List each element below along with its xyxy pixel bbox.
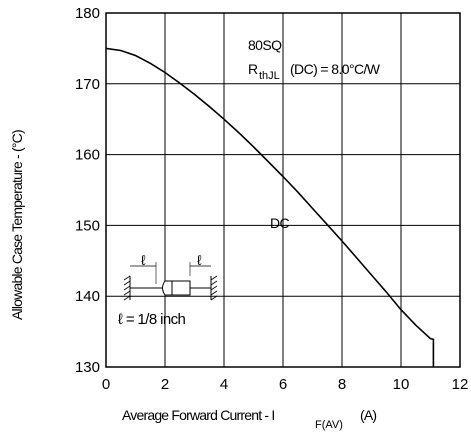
x-tick-label: 12 [452,376,469,393]
y-tick-label: 140 [75,288,100,305]
y-axis-title: Allowable Case Temperature - (°C) [9,130,25,320]
lead-note: ℓ = 1/8 inch [118,311,186,328]
y-tick-label: 130 [75,359,100,376]
y-tick-label: 180 [75,5,100,22]
ticks: 0 2 4 6 8 10 12 130 140 150 160 170 180 [75,5,468,393]
y-tick-label: 160 [75,147,100,164]
x-tick-label: 10 [393,376,410,393]
lead-length-diagram: ℓ ℓ [123,252,218,301]
plot-frame [105,12,461,368]
device-label: 80SQ [248,37,282,53]
x-tick-label: 4 [220,376,228,393]
x-axis-title-unit: (A) [360,407,376,423]
series [105,47,435,367]
y-tick-label: 170 [75,76,100,93]
rth-value: (DC) = 8.0°C/W [290,61,381,77]
x-axis-title: Average Forward Current - I [122,407,274,423]
x-tick-label: 6 [279,376,287,393]
series-line-dc [105,47,435,367]
grid [106,13,460,367]
x-tick-label: 8 [338,376,346,393]
x-tick-label: 0 [102,376,110,393]
rth-symbol: R [248,61,258,77]
x-tick-label: 2 [161,376,169,393]
rth-subscript: thJL [259,70,280,82]
y-tick-label: 150 [75,217,100,234]
lead-symbol-right: ℓ [197,252,202,268]
x-axis-title-subscript: F(AV) [315,419,343,431]
lead-symbol-left: ℓ [141,252,146,268]
curve-label-dc: DC [270,215,290,231]
